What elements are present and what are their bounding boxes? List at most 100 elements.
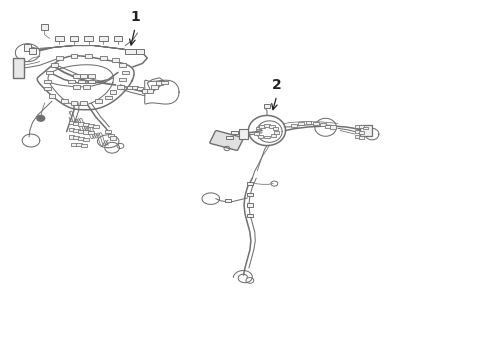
Bar	[226, 136, 233, 139]
Bar	[44, 87, 50, 90]
Bar	[147, 89, 153, 93]
Bar	[13, 58, 24, 78]
Bar	[85, 54, 92, 58]
FancyBboxPatch shape	[210, 131, 244, 150]
Bar	[325, 125, 331, 128]
Bar	[156, 81, 163, 85]
Bar	[95, 99, 102, 103]
Bar	[273, 127, 278, 130]
Bar	[51, 63, 58, 67]
Bar	[360, 125, 372, 136]
Bar	[355, 130, 360, 133]
Circle shape	[37, 116, 45, 121]
Bar	[313, 122, 319, 125]
Bar	[73, 85, 80, 89]
Bar	[269, 125, 274, 128]
Bar	[306, 121, 312, 124]
Bar	[78, 130, 84, 133]
Bar	[253, 132, 259, 135]
Bar	[270, 134, 276, 137]
Bar	[120, 78, 126, 81]
Bar	[247, 203, 253, 207]
Bar	[110, 90, 117, 94]
Bar	[88, 131, 94, 134]
Bar	[83, 85, 90, 89]
Bar	[363, 127, 368, 130]
Bar	[142, 89, 148, 93]
Bar	[61, 99, 68, 103]
Bar	[225, 199, 231, 202]
Bar	[258, 135, 263, 138]
Bar	[259, 125, 265, 128]
Bar	[71, 54, 77, 58]
Bar	[320, 123, 326, 126]
Bar	[71, 101, 77, 105]
Bar	[231, 131, 238, 134]
Bar	[256, 127, 261, 130]
Bar	[132, 86, 138, 89]
Bar	[56, 56, 63, 60]
Bar	[117, 85, 124, 89]
Bar	[114, 36, 122, 41]
Bar	[100, 56, 107, 60]
Bar	[120, 63, 126, 67]
Bar	[108, 134, 114, 137]
Bar	[127, 86, 133, 89]
Bar	[69, 128, 74, 131]
Bar	[161, 81, 168, 84]
Bar	[69, 121, 74, 124]
Bar	[359, 136, 364, 139]
Bar	[247, 193, 253, 196]
Bar	[105, 96, 112, 99]
Bar	[291, 123, 297, 127]
Bar	[71, 143, 77, 146]
Bar	[78, 137, 84, 140]
Bar	[69, 135, 74, 139]
Bar	[137, 87, 143, 90]
Bar	[84, 36, 93, 41]
Bar	[73, 74, 80, 78]
Bar	[29, 48, 36, 54]
Bar	[68, 80, 75, 83]
Bar	[264, 124, 270, 127]
Bar	[44, 80, 50, 83]
Bar	[81, 144, 87, 147]
Bar	[110, 136, 116, 140]
Bar	[239, 130, 248, 139]
Bar	[93, 125, 99, 128]
Bar	[78, 122, 84, 126]
Bar	[41, 24, 48, 30]
Bar	[80, 74, 87, 78]
Bar	[125, 49, 136, 54]
Bar	[264, 135, 270, 138]
Bar	[46, 71, 53, 74]
Bar	[136, 49, 145, 54]
Bar	[55, 36, 64, 41]
Bar	[78, 80, 85, 83]
Bar	[83, 138, 89, 141]
Bar	[49, 94, 55, 98]
Bar	[74, 129, 79, 132]
Bar	[274, 131, 279, 134]
Bar	[76, 143, 82, 147]
Bar	[88, 124, 94, 127]
Bar	[80, 101, 87, 105]
Bar	[355, 125, 360, 128]
Bar	[83, 130, 89, 134]
Bar	[99, 36, 108, 41]
Bar	[151, 85, 158, 89]
Bar	[105, 130, 111, 133]
Bar	[74, 122, 79, 125]
Bar	[247, 214, 253, 217]
Bar	[122, 71, 129, 74]
Bar	[247, 182, 253, 185]
Bar	[70, 36, 78, 41]
Text: 2: 2	[272, 78, 282, 92]
Text: 1: 1	[130, 10, 140, 24]
Bar	[264, 104, 270, 108]
Bar	[83, 123, 89, 126]
Bar	[359, 131, 364, 134]
Bar	[24, 44, 31, 51]
Bar	[74, 136, 79, 139]
Bar	[330, 125, 336, 129]
